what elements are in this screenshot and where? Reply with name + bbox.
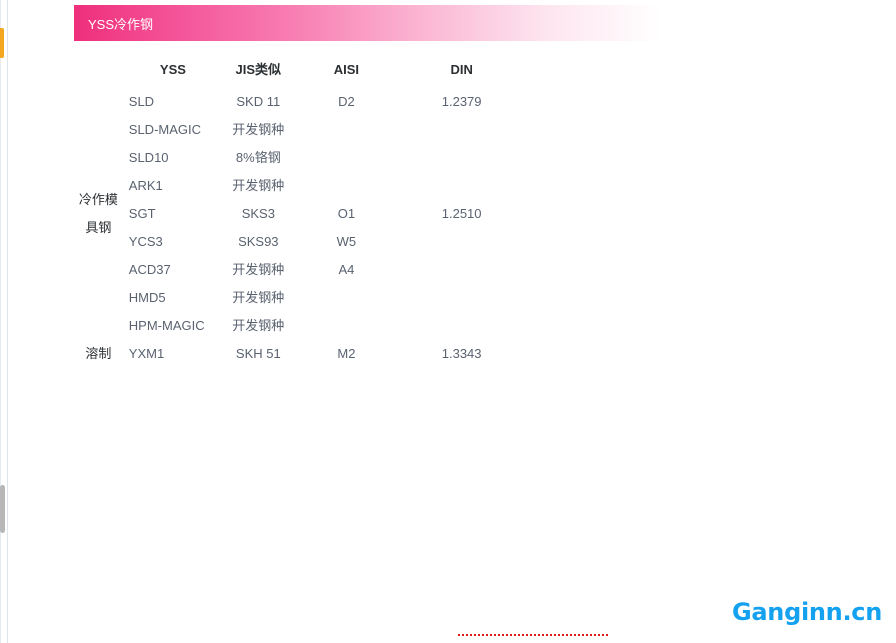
- cell-yss: YXM1: [128, 346, 165, 361]
- cell-din: [399, 228, 524, 256]
- cell-aisi: [294, 172, 400, 200]
- cell-jis: 8%铬钢: [235, 150, 281, 165]
- cell-aisi: W5: [336, 234, 357, 249]
- table-header-row: YSS JIS类似 AISI DIN: [74, 52, 524, 88]
- vertical-scrollbar-thumb[interactable]: [0, 485, 5, 533]
- table-row: SLD10 8%铬钢: [74, 144, 524, 172]
- cell-aisi: D2: [338, 94, 355, 109]
- cell-yss: ACD37: [128, 262, 171, 277]
- section-title: YSS冷作钢: [88, 17, 154, 32]
- cell-yss: SGT: [128, 206, 156, 221]
- cell-din: [399, 144, 524, 172]
- column-header-din: DIN: [450, 62, 473, 77]
- table-row: 溶制 YXM1 SKH 51 M2 1.3343: [74, 340, 524, 368]
- cell-jis: 开发钢种: [232, 122, 285, 137]
- cell-din: [399, 172, 524, 200]
- cell-jis: 开发钢种: [232, 178, 285, 193]
- cell-jis: 开发钢种: [232, 318, 285, 333]
- cell-jis: SKS3: [241, 206, 275, 221]
- site-logo[interactable]: Ganginn.cn: [732, 598, 882, 626]
- bookmark-marker-icon[interactable]: [0, 28, 4, 58]
- cell-yss: HMD5: [128, 290, 166, 305]
- cell-din: 1.2379: [441, 94, 482, 109]
- table-body: 冷作模具钢 SLD SKD 11 D2 1.2379 SLD-MAGIC 开发钢种 SLD10…: [74, 88, 524, 368]
- column-header-aisi: AISI: [333, 62, 360, 77]
- cell-yss: SLD: [128, 94, 155, 109]
- cell-aisi: [294, 312, 400, 340]
- table-row: SLD-MAGIC 开发钢种: [74, 116, 524, 144]
- cell-aisi: O1: [337, 206, 356, 221]
- rail-divider-inner: [7, 0, 8, 643]
- cell-jis: SKH 51: [235, 346, 281, 361]
- table-row: SGT SKS3 O1 1.2510: [74, 200, 524, 228]
- section-title-band: YSS冷作钢: [74, 5, 660, 41]
- cell-din: [399, 312, 524, 340]
- table-row: HPM-MAGIC 开发钢种: [74, 312, 524, 340]
- cell-aisi: [294, 284, 400, 312]
- table-row: 冷作模具钢 SLD SKD 11 D2 1.2379: [74, 88, 524, 235]
- cell-aisi: [294, 116, 400, 144]
- cell-yss: HPM-MAGIC: [128, 318, 205, 333]
- cell-din: [399, 116, 524, 144]
- cell-yss: YCS3: [128, 234, 163, 249]
- cell-jis: SKD 11: [236, 94, 281, 109]
- category-cell: 冷作模具钢: [78, 192, 118, 235]
- category-cell: 溶制: [85, 346, 112, 361]
- cell-din: 1.3343: [441, 346, 482, 361]
- cell-jis: SKS93: [238, 234, 279, 249]
- cell-yss: SLD-MAGIC: [128, 122, 202, 137]
- cell-jis: 开发钢种: [232, 290, 285, 305]
- cell-aisi: [294, 144, 400, 172]
- cell-din: [399, 284, 524, 312]
- column-header-jis: JIS类似: [235, 62, 282, 77]
- column-header-category: [74, 52, 123, 88]
- table-row: ACD37 开发钢种 A4: [74, 256, 524, 284]
- cell-jis: 开发钢种: [232, 262, 285, 277]
- table-header: YSS JIS类似 AISI DIN: [74, 52, 524, 88]
- cell-aisi: A4: [338, 262, 355, 277]
- cell-aisi: M2: [337, 346, 356, 361]
- browser-left-rail: [0, 0, 10, 643]
- rail-divider-outer: [0, 0, 1, 643]
- dotted-separator: [458, 634, 608, 636]
- cell-yss: SLD10: [128, 150, 169, 165]
- cell-yss: ARK1: [128, 178, 163, 193]
- table-row: YCS3 SKS93 W5: [74, 228, 524, 256]
- column-header-yss: YSS: [159, 62, 186, 77]
- steel-grade-table: YSS JIS类似 AISI DIN 冷作模具钢 SLD SKD 11 D2 1.237…: [74, 52, 524, 368]
- cell-din: [399, 256, 524, 284]
- table-row: ARK1 开发钢种: [74, 172, 524, 200]
- cell-din: 1.2510: [441, 206, 482, 221]
- table-row: HMD5 开发钢种: [74, 284, 524, 312]
